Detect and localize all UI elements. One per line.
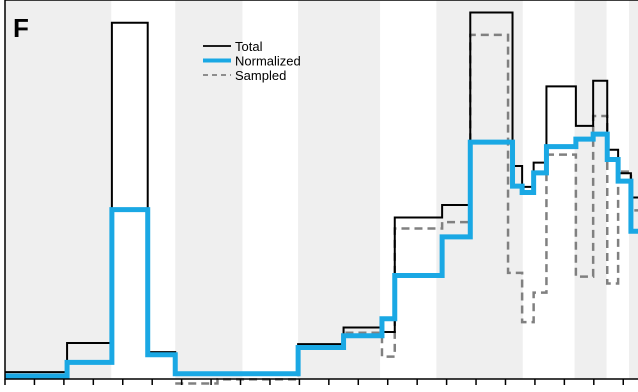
shaded-band-1	[175, 0, 243, 379]
shaded-band-5	[629, 0, 638, 379]
series-layer	[5, 11, 638, 385]
shaded-band-0	[5, 0, 112, 379]
plot-frame	[4, 0, 638, 380]
shaded-bands	[5, 0, 638, 379]
panel-label: F	[13, 13, 29, 43]
legend-label-total: Total	[235, 39, 263, 54]
shaded-band-3	[436, 0, 523, 379]
legend-label-normalized: Normalized	[235, 54, 301, 69]
shaded-band-2	[298, 0, 381, 379]
shaded-band-4	[574, 0, 607, 379]
legend-label-sampled: Sampled	[235, 68, 286, 83]
x-axis-ticks	[4, 379, 624, 385]
series-line-total	[5, 11, 638, 376]
series-line-normalized	[5, 131, 638, 379]
